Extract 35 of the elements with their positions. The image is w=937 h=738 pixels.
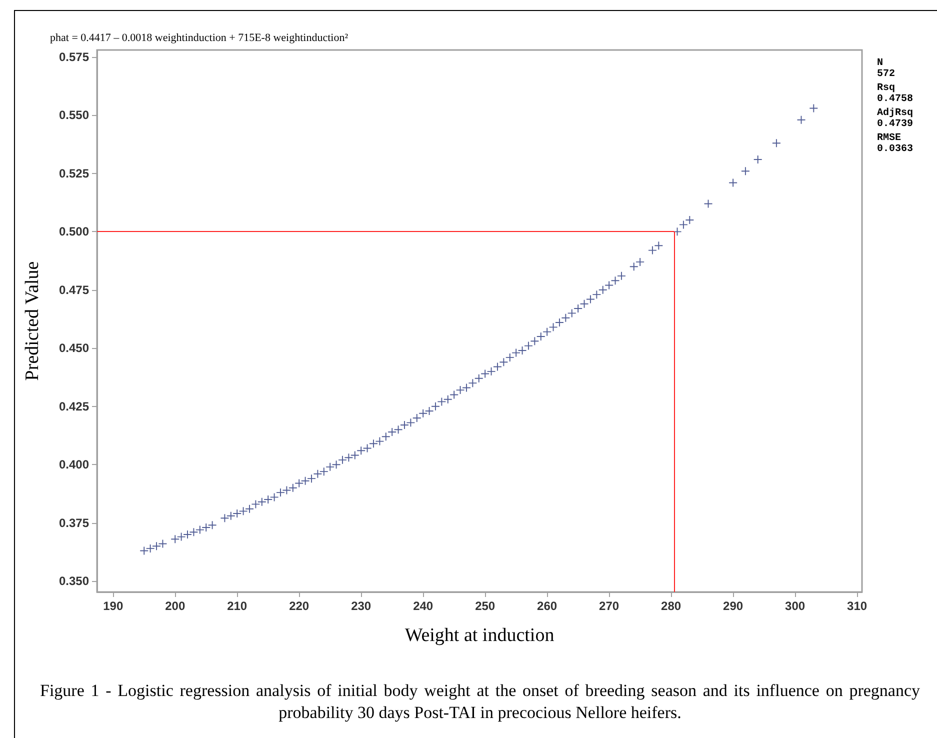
x-axis-title: Weight at induction [404, 625, 555, 646]
x-tick-label: 310 [847, 599, 868, 613]
text: N [877, 58, 884, 69]
text: 0.4758 [877, 94, 914, 105]
y-tick-label: 0.350 [58, 574, 90, 588]
y-tick-label: 0.550 [58, 108, 90, 122]
y-tick-label: 0.475 [58, 282, 90, 297]
x-tick-label: 280 [661, 599, 682, 613]
x-tick-label: 290 [723, 599, 744, 613]
chart-title: phat = 0.4417 – 0.0018 weightinduction + 715E-8 weightinduction² [50, 32, 348, 44]
x-tick-label: 240 [413, 599, 434, 613]
x-tick-label: 220 [289, 599, 310, 613]
text: AdjRsq [877, 108, 914, 119]
y-tick-label: 0.525 [58, 166, 90, 180]
text: RMSE [877, 133, 902, 144]
y-tick-label: 0.375 [58, 516, 90, 530]
text: 0.4739 [877, 119, 914, 130]
y-tick-label: 0.425 [58, 399, 90, 414]
x-tick-label: 210 [227, 599, 248, 613]
caption: Figure 1 - Logistic regression analysis of initial body weight at the onset of breeding season and its influence on pregnancy probability 30 days Post-TAI in precocious Nellore heifers. [40, 680, 920, 724]
y-tick-label: 0.450 [58, 341, 90, 356]
x-tick-label: 250 [475, 599, 496, 613]
x-tick-label: 260 [537, 599, 558, 613]
x-tick-label: 270 [599, 599, 620, 613]
text: 572 [877, 69, 896, 80]
x-tick-label: 230 [351, 599, 372, 613]
x-tick-label: 200 [165, 599, 186, 613]
text: Rsq [877, 83, 896, 94]
text: 0.0363 [877, 144, 914, 155]
y-axis-title: Predicted Value [22, 261, 43, 381]
y-tick-label: 0.400 [58, 458, 90, 472]
x-tick-label: 300 [785, 599, 806, 613]
x-tick-label: 190 [103, 599, 124, 613]
y-tick-label: 0.575 [58, 50, 90, 64]
y-tick-label: 0.500 [58, 224, 90, 239]
